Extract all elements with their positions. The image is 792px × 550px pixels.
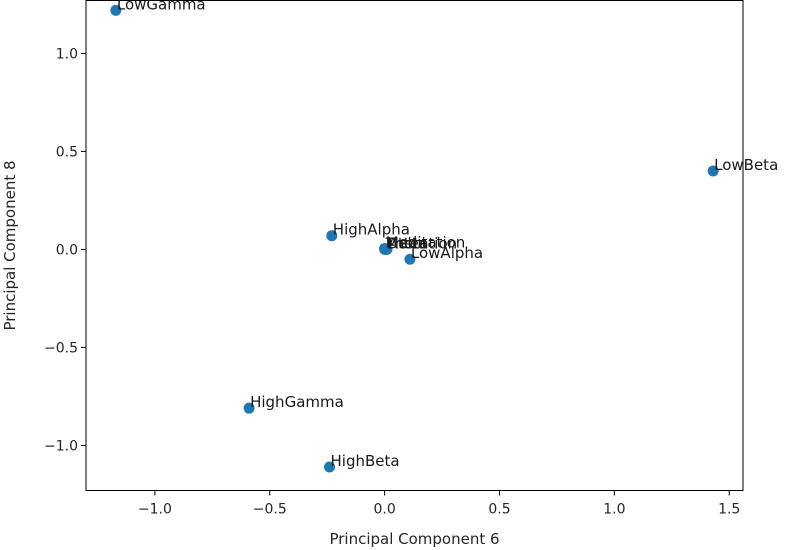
x-tick-label: −1.0 — [138, 502, 172, 518]
x-tick-label: 1.0 — [603, 502, 625, 518]
point-label: LowAlpha — [411, 244, 483, 262]
data-point — [404, 253, 416, 265]
point-label: HighGamma — [250, 393, 344, 411]
y-tick-label: 1.0 — [56, 46, 78, 62]
data-point — [110, 4, 122, 16]
data-point — [326, 230, 338, 242]
point-labels: LowGamma LowBeta HighAlphaThetaDeltaAttent… — [117, 0, 778, 470]
y-axis-ticks: −1.0 −0.5 0.0 0.5 1.0 — [44, 46, 86, 454]
x-axis-label: Principal Component 6 — [329, 530, 499, 548]
data-point — [324, 461, 336, 473]
data-point — [379, 242, 391, 254]
y-axis-label: Principal Component 8 — [1, 160, 19, 330]
x-tick-label: −0.5 — [253, 502, 287, 518]
x-axis-ticks: −1.0 −0.5 0.0 0.5 1.0 1.5 — [138, 490, 740, 518]
data-points — [110, 4, 719, 473]
point-label: Attention — [388, 234, 457, 252]
point-label: Meditation — [386, 233, 466, 251]
data-point — [243, 402, 255, 414]
y-tick-label: 0.5 — [56, 144, 78, 160]
point-label: HighAlpha — [333, 221, 410, 239]
y-tick-label: −1.0 — [44, 438, 78, 454]
plot-area-frame — [85, 0, 744, 491]
x-tick-label: 1.5 — [718, 502, 740, 518]
data-point — [707, 165, 719, 177]
point-label: Theta — [385, 234, 429, 252]
point-label: HighBeta — [331, 452, 400, 470]
y-tick-label: −0.5 — [44, 340, 78, 356]
point-label: Delta — [387, 234, 427, 252]
y-tick-label: 0.0 — [56, 242, 78, 258]
point-label: LowGamma — [117, 0, 206, 13]
x-tick-label: 0.0 — [374, 502, 396, 518]
x-tick-label: 0.5 — [488, 502, 510, 518]
point-label: LowBeta — [714, 156, 778, 174]
